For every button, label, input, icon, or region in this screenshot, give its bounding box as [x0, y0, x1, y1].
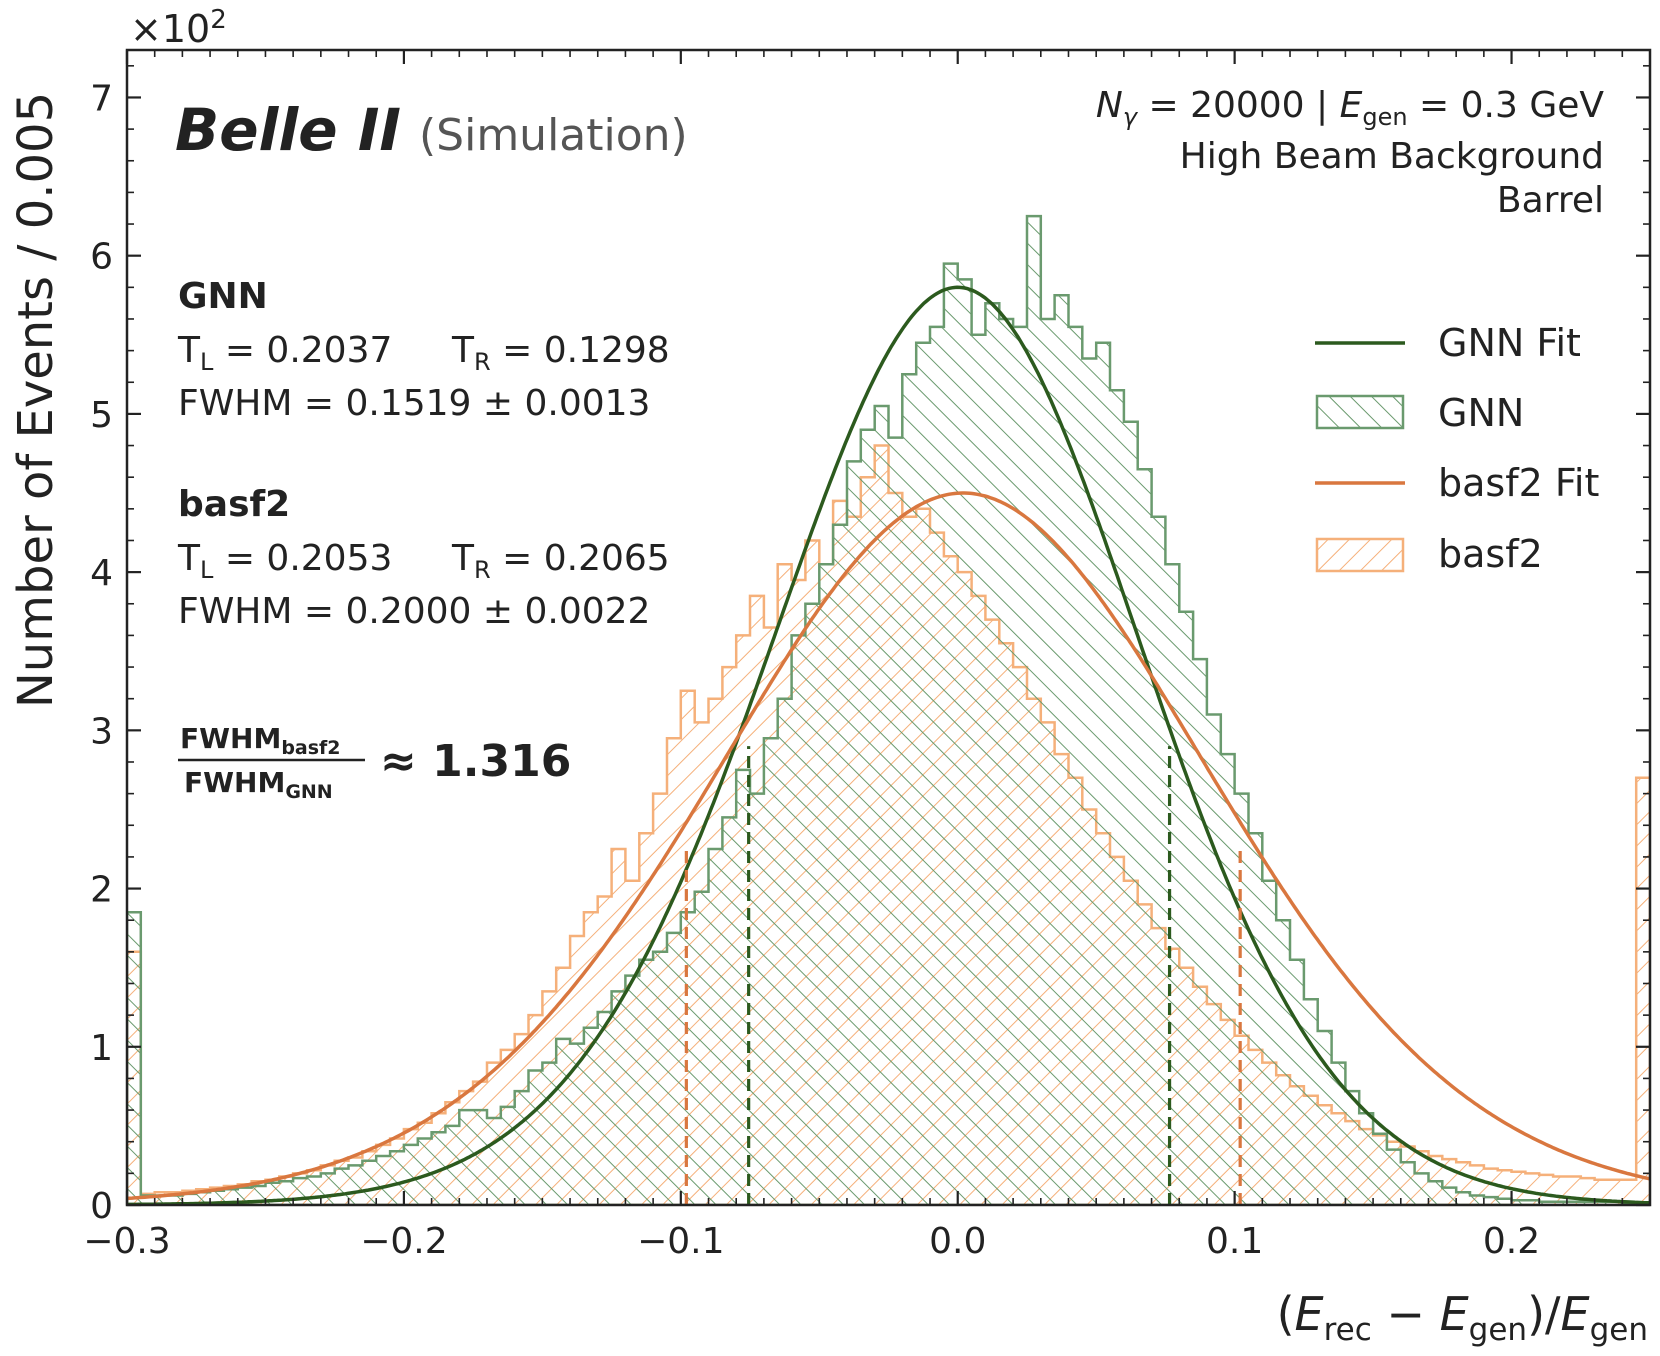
- y-tick-label: 5: [90, 395, 113, 436]
- gnn-histogram: [127, 214, 1650, 1205]
- y-tick-label: 1: [90, 1028, 113, 1069]
- legend-gnn-label: GNN: [1438, 391, 1524, 435]
- y-tick-label: 0: [90, 1186, 113, 1227]
- ratio-denominator: FWHMGNN: [184, 766, 333, 803]
- x-tick-label: 0.1: [1206, 1221, 1263, 1262]
- axis-ticks: [125, 50, 1650, 1207]
- y-tick-label: 3: [90, 711, 113, 752]
- info-line-3: Barrel: [1497, 180, 1604, 221]
- legend-gnn-fit-label: GNN Fit: [1438, 321, 1581, 365]
- info-line-1: Nγ = 20000 | Egen = 0.3 GeV: [1096, 85, 1604, 131]
- basf2-stats-fwhm: FWHM = 0.2000 ± 0.0022: [178, 591, 650, 632]
- y-tick-label: 7: [90, 78, 113, 119]
- fit-curve-layer: [127, 285, 1650, 1205]
- ratio-value: ≈ 1.316: [380, 736, 571, 787]
- x-axis-label: (Erec − Egen)/Egen: [1277, 1287, 1648, 1348]
- ratio-numerator: FWHMbasf2: [180, 722, 341, 759]
- legend-basf2-label: basf2: [1438, 532, 1543, 576]
- basf2-stats-title: basf2: [178, 484, 290, 525]
- legend: GNN Fit GNN basf2 Fit basf2: [1315, 321, 1599, 576]
- x-tick-label: 0.2: [1483, 1221, 1540, 1262]
- basf2-stats-t: TL = 0.2053 TR = 0.2065: [177, 538, 670, 584]
- y-tick-label: 2: [90, 870, 113, 911]
- y-tick-label: 4: [90, 553, 113, 594]
- x-tick-label: −0.1: [637, 1221, 724, 1262]
- gnn-stats-t: TL = 0.2037 TR = 0.1298: [177, 330, 670, 376]
- y-multiplier: ×102: [130, 5, 227, 51]
- gnn-fit-curve: [127, 285, 1650, 1205]
- experiment-label: Belle II (Simulation): [175, 96, 688, 164]
- plot-frame: [125, 48, 1652, 1207]
- legend-basf2-patch: [1315, 537, 1405, 573]
- legend-basf2-fit-label: basf2 Fit: [1438, 461, 1599, 505]
- gnn-stats-fwhm: FWHM = 0.1519 ± 0.0013: [178, 383, 650, 424]
- basf2-fit-curve: [127, 491, 1650, 1201]
- y-tick-label: 6: [90, 237, 113, 278]
- info-line-2: High Beam Background: [1180, 136, 1604, 177]
- x-tick-label: −0.2: [360, 1221, 447, 1262]
- gnn-stats-title: GNN: [178, 276, 268, 317]
- legend-gnn-patch: [1315, 394, 1405, 430]
- x-tick-label: 0.0: [929, 1221, 986, 1262]
- x-tick-label: −0.3: [83, 1221, 170, 1262]
- y-axis-label: Number of Events / 0.005: [8, 92, 64, 708]
